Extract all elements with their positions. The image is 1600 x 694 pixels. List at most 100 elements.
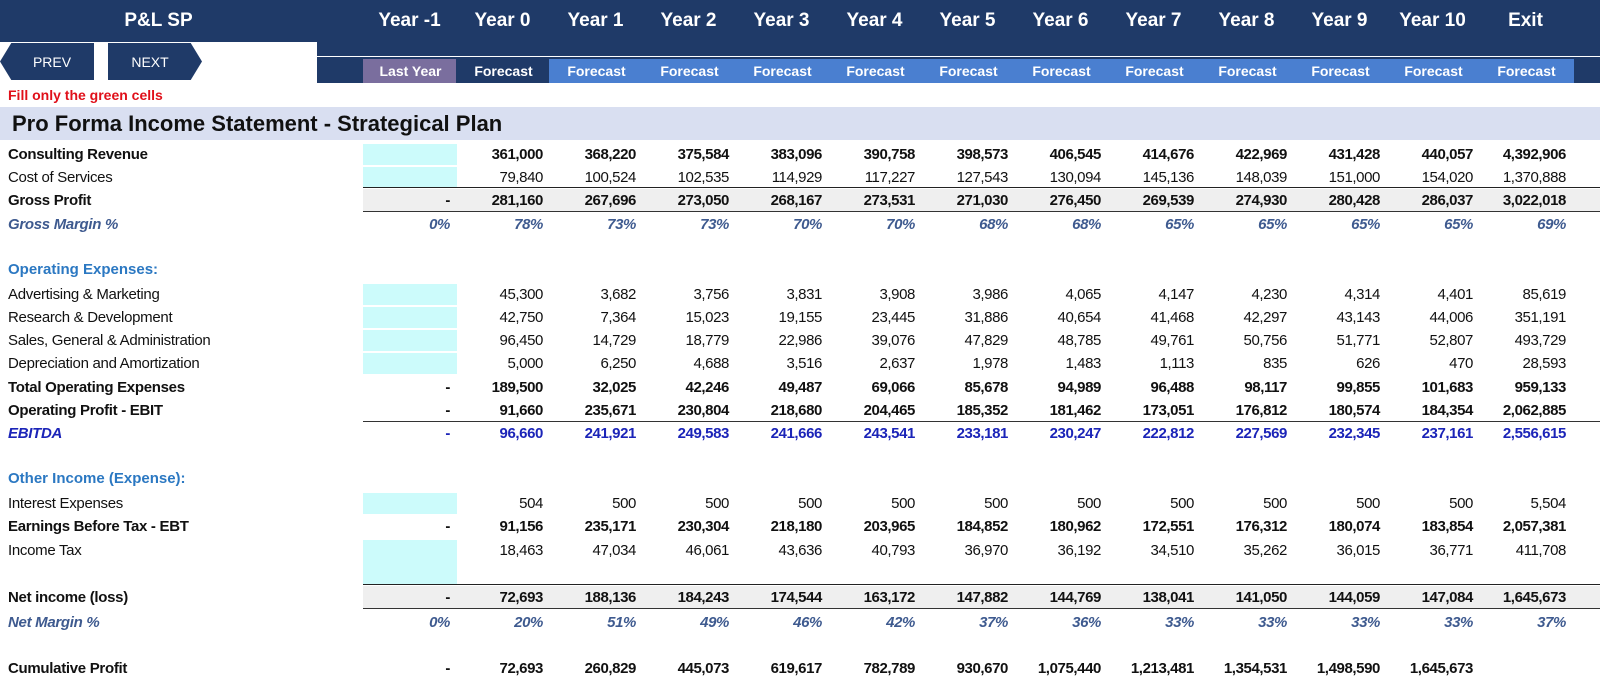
value-cell[interactable]: 176,312 <box>1235 518 1288 535</box>
value-cell[interactable]: 85,678 <box>964 379 1009 396</box>
value-cell[interactable]: 286,037 <box>1421 192 1474 209</box>
value-cell[interactable]: 49% <box>700 614 729 631</box>
value-cell[interactable]: 185,352 <box>956 402 1009 419</box>
value-cell[interactable]: 41,468 <box>1150 309 1195 326</box>
value-cell[interactable]: 227,569 <box>1235 425 1288 442</box>
value-cell[interactable]: 42,750 <box>499 309 544 326</box>
value-cell[interactable]: 43,143 <box>1336 309 1381 326</box>
value-cell[interactable]: 959,133 <box>1514 379 1567 396</box>
value-cell[interactable]: 37% <box>1537 614 1566 631</box>
value-cell[interactable]: 145,136 <box>1142 169 1195 186</box>
value-cell[interactable]: 4,401 <box>1437 286 1473 303</box>
value-cell[interactable]: 96,488 <box>1150 379 1195 396</box>
value-cell[interactable]: 375,584 <box>677 146 730 163</box>
value-cell[interactable]: 189,500 <box>491 379 544 396</box>
value-cell[interactable]: 1,354,531 <box>1223 660 1288 677</box>
value-cell[interactable]: 36,771 <box>1429 542 1474 559</box>
value-cell[interactable]: 141,050 <box>1235 589 1288 606</box>
value-cell[interactable]: 72,693 <box>499 660 544 677</box>
value-cell[interactable]: 4,392,906 <box>1502 146 1567 163</box>
value-cell[interactable]: 65% <box>1165 216 1194 233</box>
value-cell[interactable]: 183,854 <box>1421 518 1474 535</box>
value-cell[interactable]: 176,812 <box>1235 402 1288 419</box>
value-cell[interactable]: 0% <box>429 216 450 233</box>
value-cell[interactable]: 445,073 <box>677 660 730 677</box>
value-cell[interactable]: 85,619 <box>1522 286 1567 303</box>
value-cell[interactable]: 70% <box>886 216 915 233</box>
value-cell[interactable]: 7,364 <box>600 309 636 326</box>
value-cell[interactable]: 626 <box>1356 355 1380 372</box>
value-cell[interactable]: - <box>445 402 450 419</box>
value-cell[interactable]: 36,192 <box>1057 542 1102 559</box>
value-cell[interactable]: 230,247 <box>1049 425 1102 442</box>
value-cell[interactable]: 48,785 <box>1057 332 1102 349</box>
value-cell[interactable]: 65% <box>1351 216 1380 233</box>
value-cell[interactable] <box>363 283 456 306</box>
value-cell[interactable]: 68% <box>979 216 1008 233</box>
value-cell[interactable]: 35,262 <box>1243 542 1288 559</box>
value-cell[interactable]: 33% <box>1258 614 1287 631</box>
value-cell[interactable]: 235,171 <box>584 518 637 535</box>
value-cell[interactable]: 260,829 <box>584 660 637 677</box>
value-cell[interactable]: 42,246 <box>685 379 730 396</box>
value-cell[interactable]: 500 <box>1449 495 1473 512</box>
value-cell[interactable]: 249,583 <box>677 425 730 442</box>
value-cell[interactable]: - <box>445 192 450 209</box>
value-cell[interactable]: 271,030 <box>956 192 1009 209</box>
value-cell[interactable]: 281,160 <box>491 192 544 209</box>
input-cell[interactable] <box>363 330 457 351</box>
value-cell[interactable]: - <box>445 518 450 535</box>
value-cell[interactable]: 276,450 <box>1049 192 1102 209</box>
value-cell[interactable]: 180,074 <box>1328 518 1381 535</box>
value-cell[interactable]: 49,487 <box>778 379 823 396</box>
value-cell[interactable]: 172,551 <box>1142 518 1195 535</box>
value-cell[interactable]: 22,986 <box>778 332 823 349</box>
value-cell[interactable]: 184,243 <box>677 589 730 606</box>
input-cell[interactable] <box>363 353 457 374</box>
value-cell[interactable]: 39,076 <box>871 332 916 349</box>
value-cell[interactable]: 127,543 <box>956 169 1009 186</box>
value-cell[interactable]: 78% <box>514 216 543 233</box>
value-cell[interactable]: 3,908 <box>879 286 915 303</box>
value-cell[interactable]: 241,666 <box>770 425 823 442</box>
value-cell[interactable]: 36,970 <box>964 542 1009 559</box>
value-cell[interactable]: 3,756 <box>693 286 729 303</box>
value-cell[interactable]: 398,573 <box>956 146 1009 163</box>
value-cell[interactable]: 218,680 <box>770 402 823 419</box>
value-cell[interactable]: 1,978 <box>972 355 1008 372</box>
value-cell[interactable]: 3,682 <box>600 286 636 303</box>
value-cell[interactable]: 91,156 <box>499 518 544 535</box>
value-cell[interactable]: 15,023 <box>685 309 730 326</box>
value-cell[interactable]: 3,516 <box>786 355 822 372</box>
value-cell[interactable]: 470 <box>1449 355 1473 372</box>
value-cell[interactable]: 233,181 <box>956 425 1009 442</box>
value-cell[interactable]: 98,117 <box>1244 379 1287 396</box>
value-cell[interactable]: 180,962 <box>1049 518 1102 535</box>
value-cell[interactable]: 70% <box>793 216 822 233</box>
value-cell[interactable]: 154,020 <box>1421 169 1474 186</box>
value-cell[interactable]: - <box>445 660 450 677</box>
value-cell[interactable] <box>363 492 456 515</box>
value-cell[interactable]: 930,670 <box>956 660 1009 677</box>
prev-button[interactable]: PREV <box>0 43 94 80</box>
value-cell[interactable]: 181,462 <box>1049 402 1102 419</box>
value-cell[interactable]: 28,593 <box>1522 355 1567 372</box>
value-cell[interactable]: 117,227 <box>864 169 916 186</box>
value-cell[interactable]: 500 <box>984 495 1008 512</box>
value-cell[interactable]: 32,025 <box>592 379 637 396</box>
value-cell[interactable]: 390,758 <box>863 146 916 163</box>
value-cell[interactable]: 1,645,673 <box>1409 660 1474 677</box>
value-cell[interactable]: 20% <box>514 614 543 631</box>
value-cell[interactable] <box>363 143 456 166</box>
value-cell[interactable]: 203,965 <box>863 518 916 535</box>
input-cell[interactable] <box>363 284 457 305</box>
value-cell[interactable]: 23,445 <box>871 309 916 326</box>
value-cell[interactable]: 500 <box>798 495 822 512</box>
value-cell[interactable]: 52,807 <box>1429 332 1474 349</box>
value-cell[interactable]: 33% <box>1165 614 1194 631</box>
value-cell[interactable]: 3,986 <box>972 286 1008 303</box>
value-cell[interactable]: 173,051 <box>1142 402 1195 419</box>
value-cell[interactable]: 230,804 <box>677 402 730 419</box>
value-cell[interactable]: 619,617 <box>770 660 823 677</box>
value-cell[interactable]: 31,886 <box>964 309 1009 326</box>
